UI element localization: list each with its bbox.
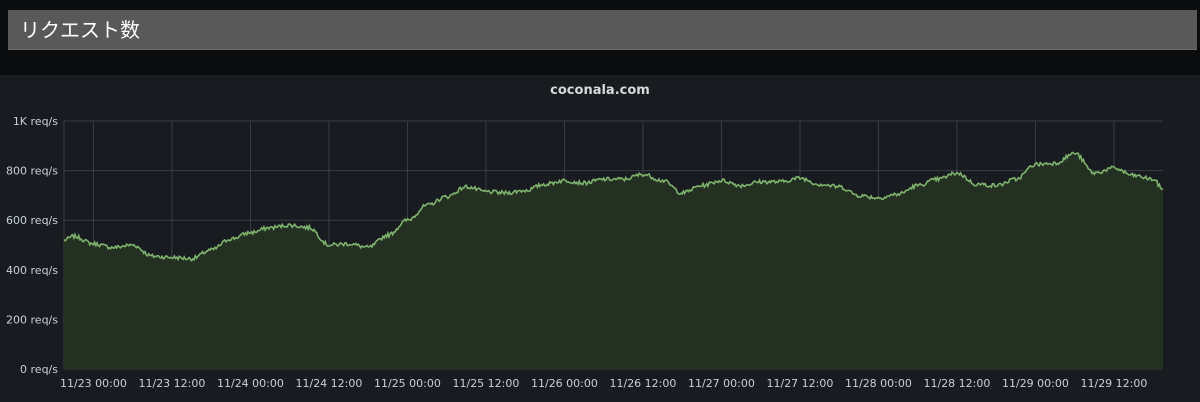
y-tick-label: 1K req/s [13, 115, 58, 128]
series-area [64, 152, 1163, 369]
series-line [63, 151, 1163, 262]
x-tick-label: 11/27 12:00 [766, 377, 833, 390]
x-tick-label: 11/29 12:00 [1080, 377, 1147, 390]
x-tick-label: 11/27 00:00 [688, 377, 755, 390]
panel-title: coconala.com [550, 83, 650, 98]
x-tick-label: 11/23 00:00 [60, 377, 127, 390]
x-tick-label: 11/24 12:00 [295, 377, 362, 390]
row-title: リクエスト数 [20, 18, 140, 42]
y-tick-label: 0 req/s [20, 363, 58, 376]
y-axis: 0 req/s 200 req/s 400 req/s 600 req/s 800 re… [6, 115, 58, 376]
x-tick-label: 11/28 00:00 [845, 377, 912, 390]
x-tick-label: 11/26 12:00 [609, 377, 676, 390]
x-tick-label: 11/29 00:00 [1002, 377, 1069, 390]
x-tick-label: 11/23 12:00 [138, 377, 205, 390]
area-chart: 0 req/s 200 req/s 400 req/s 600 req/s 800 re… [6, 115, 1163, 390]
x-axis: 11/23 00:00 11/23 12:00 11/24 00:00 11/24 1… [60, 377, 1147, 390]
x-tick-label: 11/28 12:00 [923, 377, 990, 390]
x-tick-label: 11/25 12:00 [452, 377, 519, 390]
y-tick-label: 800 req/s [6, 165, 58, 178]
y-tick-label: 600 req/s [6, 214, 58, 227]
graph-panel: 0 req/s 200 req/s 400 req/s 600 req/s 800 re… [0, 75, 1200, 402]
x-tick-label: 11/25 00:00 [374, 377, 441, 390]
x-tick-label: 11/24 00:00 [217, 377, 284, 390]
y-tick-label: 400 req/s [6, 264, 58, 277]
y-tick-label: 200 req/s [6, 313, 58, 326]
x-tick-label: 11/26 00:00 [531, 377, 598, 390]
row-header[interactable]: リクエスト数 [8, 10, 1197, 50]
